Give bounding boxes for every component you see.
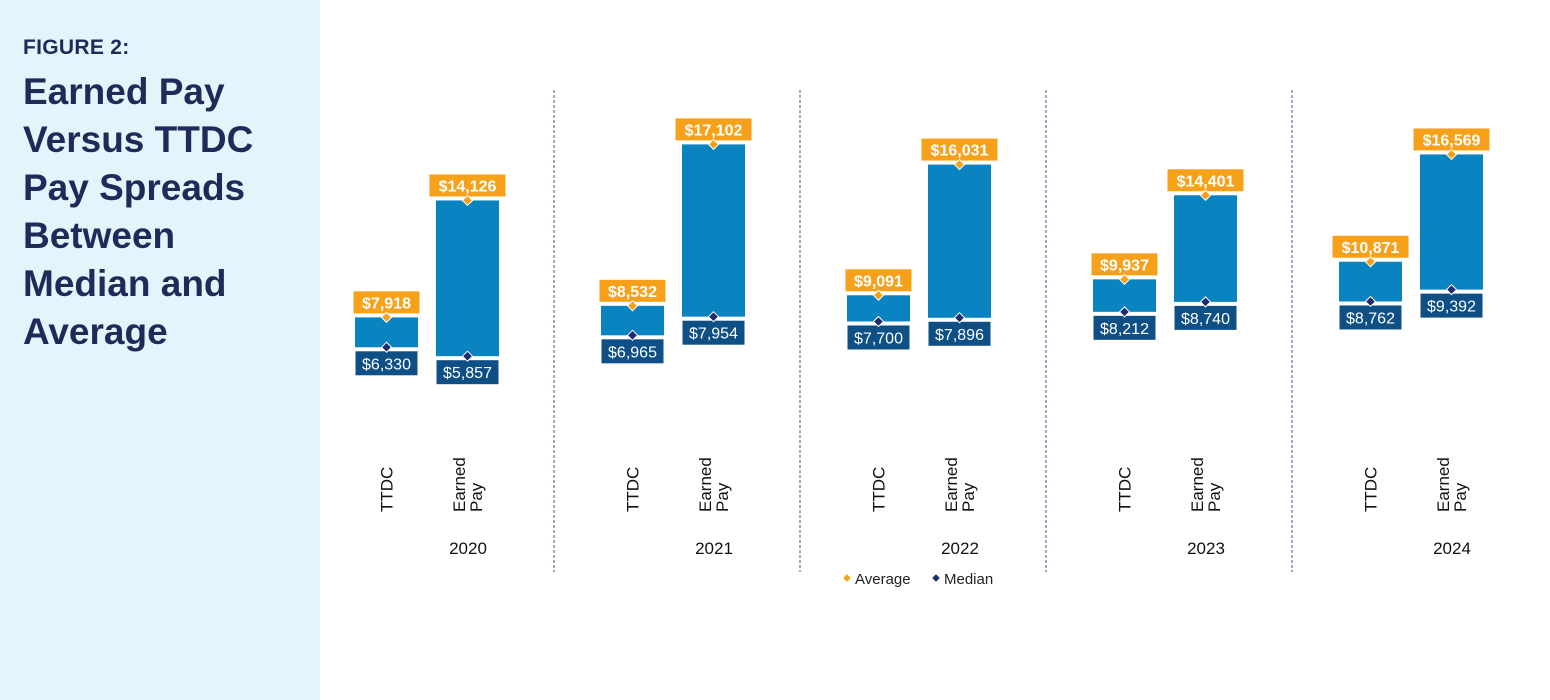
median-value-label: $8,212 bbox=[1100, 321, 1149, 338]
median-label-box bbox=[1339, 305, 1402, 330]
median-label-box bbox=[355, 351, 418, 376]
legend: Average Median bbox=[841, 571, 993, 588]
spread-bar-ttdc-2024 bbox=[1339, 261, 1402, 302]
median-label-box bbox=[847, 325, 910, 350]
median-marker bbox=[380, 341, 393, 353]
category-label: EarnedPay bbox=[1188, 457, 1224, 512]
average-value-label: $16,569 bbox=[1423, 132, 1481, 149]
average-marker bbox=[1445, 148, 1458, 161]
legend-average-marker bbox=[841, 572, 853, 584]
legend-average-label: Average bbox=[855, 571, 911, 588]
spread-bar-earned-pay-2023 bbox=[1174, 195, 1237, 302]
figure-label: FIGURE 2: bbox=[23, 36, 130, 59]
average-marker bbox=[380, 311, 393, 324]
category-label: TTDC bbox=[1362, 467, 1381, 512]
average-label-box bbox=[1332, 235, 1409, 258]
average-label-box bbox=[599, 279, 666, 302]
spread-bar-earned-pay-2022 bbox=[928, 164, 991, 318]
category-label: TTDC bbox=[870, 467, 889, 512]
average-marker bbox=[953, 158, 966, 171]
year-group-2022: $9,091 $7,700 TTDC $16,031 $7,896 EarnedPay 20… bbox=[845, 138, 998, 558]
median-value-label: $9,392 bbox=[1427, 299, 1476, 316]
median-marker bbox=[1364, 295, 1377, 308]
median-marker bbox=[1445, 283, 1458, 296]
median-label-box bbox=[1420, 293, 1483, 318]
average-value-label: $17,102 bbox=[685, 122, 743, 139]
median-marker bbox=[872, 315, 885, 328]
average-marker bbox=[626, 300, 639, 312]
average-marker bbox=[1118, 273, 1131, 286]
average-label-box bbox=[1091, 253, 1158, 276]
average-label-box bbox=[921, 138, 998, 161]
median-value-label: $7,954 bbox=[689, 326, 738, 343]
average-label-box bbox=[1167, 169, 1244, 192]
average-value-label: $9,937 bbox=[1100, 257, 1149, 274]
year-group-2021: $8,532 $6,965 TTDC $17,102 $7,954 EarnedPay 20… bbox=[599, 118, 752, 558]
median-label-box bbox=[1093, 315, 1156, 340]
year-label: 2023 bbox=[1187, 539, 1225, 558]
average-value-label: $16,031 bbox=[931, 143, 989, 160]
year-label: 2020 bbox=[449, 539, 487, 558]
average-marker bbox=[872, 289, 885, 301]
median-marker bbox=[1199, 296, 1212, 308]
average-label-box bbox=[1413, 128, 1490, 151]
year-label: 2024 bbox=[1433, 539, 1471, 558]
median-value-label: $6,330 bbox=[362, 356, 411, 373]
median-marker bbox=[461, 350, 474, 362]
legend-median-label: Median bbox=[944, 571, 993, 588]
median-label-box bbox=[601, 339, 664, 364]
median-value-label: $7,700 bbox=[854, 330, 903, 347]
category-label: EarnedPay bbox=[1434, 457, 1470, 512]
average-value-label: $10,871 bbox=[1342, 240, 1400, 257]
median-label-box bbox=[682, 320, 745, 345]
average-label-box bbox=[353, 291, 420, 314]
average-label-box bbox=[845, 269, 912, 292]
average-marker bbox=[707, 138, 720, 151]
spread-bar-earned-pay-2024 bbox=[1420, 154, 1483, 290]
spread-bar-earned-pay-2020 bbox=[436, 200, 499, 357]
category-label: TTDC bbox=[1116, 467, 1135, 512]
category-label: EarnedPay bbox=[942, 457, 978, 512]
category-label: EarnedPay bbox=[696, 457, 732, 512]
median-value-label: $8,740 bbox=[1181, 311, 1230, 328]
average-marker bbox=[461, 194, 474, 207]
median-value-label: $7,896 bbox=[935, 327, 984, 344]
chart: $7,918 $6,330 TTDC $14,126 $5,857 EarnedPay 20… bbox=[353, 90, 1490, 588]
average-label-box bbox=[675, 118, 752, 141]
year-label: 2022 bbox=[941, 539, 979, 558]
median-value-label: $8,762 bbox=[1346, 310, 1395, 327]
median-label-box bbox=[928, 321, 991, 346]
year-group-2023: $9,937 $8,212 TTDC $14,401 $8,740 EarnedPay 20… bbox=[1091, 169, 1244, 558]
year-label: 2021 bbox=[695, 539, 733, 558]
category-label: TTDC bbox=[624, 467, 643, 512]
median-marker bbox=[953, 312, 966, 324]
median-label-box bbox=[1174, 305, 1237, 330]
average-value-label: $9,091 bbox=[854, 273, 903, 290]
year-group-2020: $7,918 $6,330 TTDC $14,126 $5,857 EarnedPay 20… bbox=[353, 174, 506, 558]
median-value-label: $5,857 bbox=[443, 365, 492, 382]
average-marker bbox=[1199, 189, 1212, 201]
median-value-label: $6,965 bbox=[608, 344, 657, 361]
average-value-label: $14,401 bbox=[1177, 173, 1235, 190]
figure-title: Earned Pay Versus TTDC Pay Spreads Betwe… bbox=[23, 71, 254, 352]
median-marker bbox=[626, 329, 639, 342]
average-value-label: $7,918 bbox=[362, 295, 411, 312]
year-group-2024: $10,871 $8,762 TTDC $16,569 $9,392 EarnedPay 2… bbox=[1332, 128, 1490, 558]
average-value-label: $14,126 bbox=[439, 178, 497, 195]
category-label: TTDC bbox=[378, 467, 397, 512]
median-marker bbox=[1118, 306, 1131, 318]
average-marker bbox=[1364, 256, 1377, 268]
category-label: EarnedPay bbox=[450, 457, 486, 512]
spread-bar-earned-pay-2021 bbox=[682, 144, 745, 317]
median-label-box bbox=[436, 360, 499, 385]
average-label-box bbox=[429, 174, 506, 197]
legend-median-marker bbox=[930, 572, 942, 584]
sidebar-panel: FIGURE 2: Earned Pay Versus TTDC Pay Spr… bbox=[0, 0, 320, 700]
median-marker bbox=[707, 310, 720, 323]
average-value-label: $8,532 bbox=[608, 284, 657, 301]
